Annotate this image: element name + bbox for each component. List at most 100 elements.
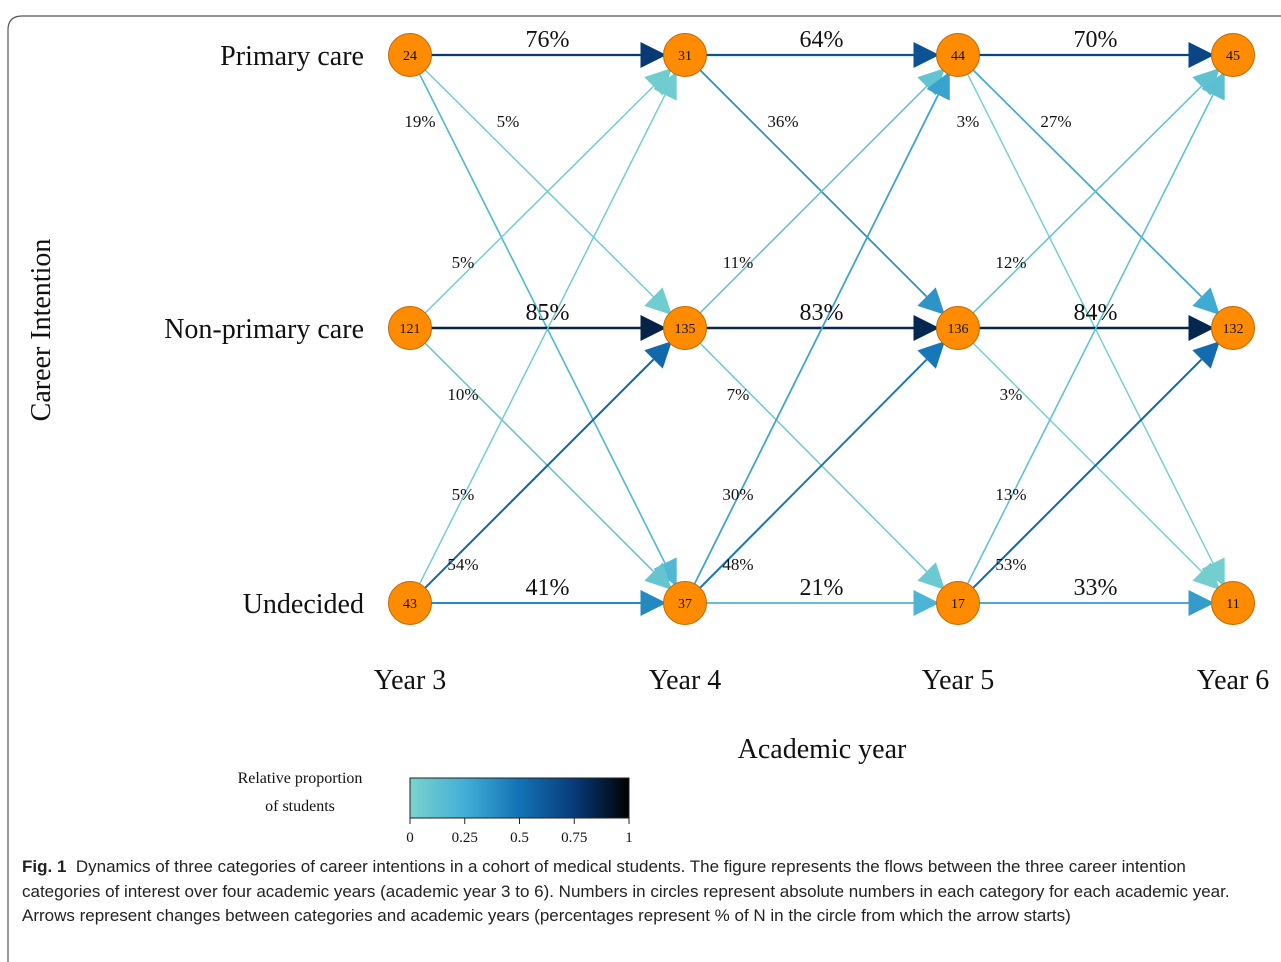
flow-percent-label: 7% bbox=[727, 385, 750, 404]
flow-arrowhead bbox=[1192, 287, 1220, 315]
flow-arrowhead bbox=[917, 287, 945, 315]
flow-arrow-line bbox=[699, 342, 928, 572]
category-node bbox=[1211, 33, 1255, 77]
flow-percent-label: 54% bbox=[447, 555, 478, 574]
category-node bbox=[663, 306, 707, 350]
flow-percent-label: 53% bbox=[995, 555, 1026, 574]
flow-arrowhead bbox=[644, 562, 672, 590]
node-count-label: 136 bbox=[948, 322, 969, 337]
flow-arrowhead bbox=[913, 42, 940, 68]
flow-percent-label: 19% bbox=[404, 112, 435, 131]
flow-percent-label: 3% bbox=[957, 112, 980, 131]
colorbar-tick-label: 1 bbox=[625, 830, 633, 846]
flow-arrow-line bbox=[418, 73, 666, 564]
category-node bbox=[663, 581, 707, 625]
flow-arrow-line bbox=[972, 358, 1203, 589]
year-label: Year 3 bbox=[374, 665, 447, 696]
flow-arrow-line bbox=[418, 94, 666, 585]
flow-percent-label: 5% bbox=[452, 485, 475, 504]
figure-frame bbox=[7, 15, 1281, 962]
flow-percent-label: 11% bbox=[723, 253, 754, 272]
flow-arrow-line bbox=[966, 94, 1214, 585]
category-label: Non-primary care bbox=[164, 314, 364, 345]
x-axis-title: Academic year bbox=[738, 734, 907, 765]
flow-percent-label: 85% bbox=[526, 300, 570, 326]
y-axis-title: Career Intention bbox=[26, 239, 57, 422]
colorbar-tick-label: 0.75 bbox=[561, 830, 587, 846]
year-label: Year 5 bbox=[922, 665, 995, 696]
flow-percent-label: 12% bbox=[995, 253, 1026, 272]
flow-percent-label: 48% bbox=[722, 555, 753, 574]
flow-percent-label: 30% bbox=[722, 485, 753, 504]
flow-percent-label: 27% bbox=[1040, 112, 1071, 131]
category-node bbox=[388, 306, 432, 350]
category-node bbox=[936, 581, 980, 625]
flow-arrowhead bbox=[1192, 562, 1220, 590]
category-node bbox=[936, 306, 980, 350]
node-count-label: 17 bbox=[951, 597, 965, 612]
flow-arrowhead bbox=[640, 42, 667, 68]
node-count-label: 135 bbox=[675, 322, 696, 337]
figure-caption: Fig. 1 Dynamics of three categories of c… bbox=[22, 855, 1267, 929]
node-count-label: 45 bbox=[1226, 49, 1240, 64]
flow-arrowhead bbox=[913, 315, 940, 341]
flow-percent-label: 83% bbox=[800, 300, 844, 326]
flow-arrow-line bbox=[972, 85, 1202, 314]
flow-percent-label: 64% bbox=[800, 27, 844, 53]
flow-arrowhead bbox=[644, 68, 672, 96]
colorbar-tick-label: 0.5 bbox=[510, 830, 529, 846]
category-node bbox=[663, 33, 707, 77]
caption-text: Dynamics of three categories of career i… bbox=[22, 857, 1230, 925]
flow-arrowhead bbox=[1192, 68, 1220, 96]
colorbar-tick-label: 0.25 bbox=[452, 830, 478, 846]
colorbar-gradient bbox=[409, 777, 630, 819]
category-node bbox=[1211, 306, 1255, 350]
flow-arrow-line bbox=[424, 358, 655, 589]
node-count-label: 132 bbox=[1223, 322, 1244, 337]
flow-arrowhead bbox=[640, 315, 667, 341]
flow-arrowhead bbox=[640, 590, 667, 616]
year-label: Year 6 bbox=[1197, 665, 1270, 696]
flow-arrow-line bbox=[972, 342, 1203, 573]
node-count-label: 24 bbox=[403, 49, 417, 64]
caption-label: Fig. 1 bbox=[22, 857, 67, 876]
flow-arrow-line bbox=[424, 342, 655, 573]
category-node bbox=[1211, 581, 1255, 625]
category-label: Undecided bbox=[243, 589, 364, 620]
flow-percent-label: 76% bbox=[526, 27, 570, 53]
category-node bbox=[388, 33, 432, 77]
flow-arrow-line bbox=[967, 73, 1214, 564]
flow-percent-label: 84% bbox=[1074, 300, 1118, 326]
colorbar-title-line1: Relative proportion bbox=[238, 770, 363, 787]
flow-percent-label: 41% bbox=[526, 575, 570, 601]
node-count-label: 43 bbox=[403, 597, 417, 612]
flow-arrowhead bbox=[926, 71, 950, 101]
flow-percent-label: 13% bbox=[995, 485, 1026, 504]
flow-arrowhead bbox=[644, 287, 672, 315]
node-count-label: 121 bbox=[400, 322, 421, 337]
flow-arrowhead bbox=[1188, 590, 1215, 616]
category-node bbox=[936, 33, 980, 77]
flow-arrow-line bbox=[699, 85, 928, 314]
flow-percent-label: 3% bbox=[1000, 385, 1023, 404]
flow-arrowhead bbox=[1201, 71, 1225, 101]
flow-arrowhead bbox=[913, 590, 940, 616]
flow-arrow-line bbox=[699, 69, 928, 298]
flow-percent-label: 33% bbox=[1074, 575, 1118, 601]
flow-percent-label: 10% bbox=[447, 385, 478, 404]
flow-percent-label: 36% bbox=[767, 112, 798, 131]
flow-arrowhead bbox=[1192, 341, 1220, 369]
colorbar: Relative proportion of students 0 0.25 0.5… bbox=[238, 770, 633, 846]
node-count-label: 11 bbox=[1226, 597, 1239, 612]
flow-arrow-line bbox=[699, 358, 928, 589]
node-count-label: 44 bbox=[951, 49, 965, 64]
category-label: Primary care bbox=[220, 41, 364, 72]
category-node bbox=[388, 581, 432, 625]
flow-percent-label: 5% bbox=[452, 253, 475, 272]
flow-arrowhead bbox=[1188, 42, 1215, 68]
flow-arrow-line bbox=[972, 69, 1203, 298]
flow-arrowhead bbox=[917, 341, 945, 369]
flow-percent-label: 5% bbox=[497, 112, 520, 131]
flow-arrowhead bbox=[1188, 315, 1215, 341]
